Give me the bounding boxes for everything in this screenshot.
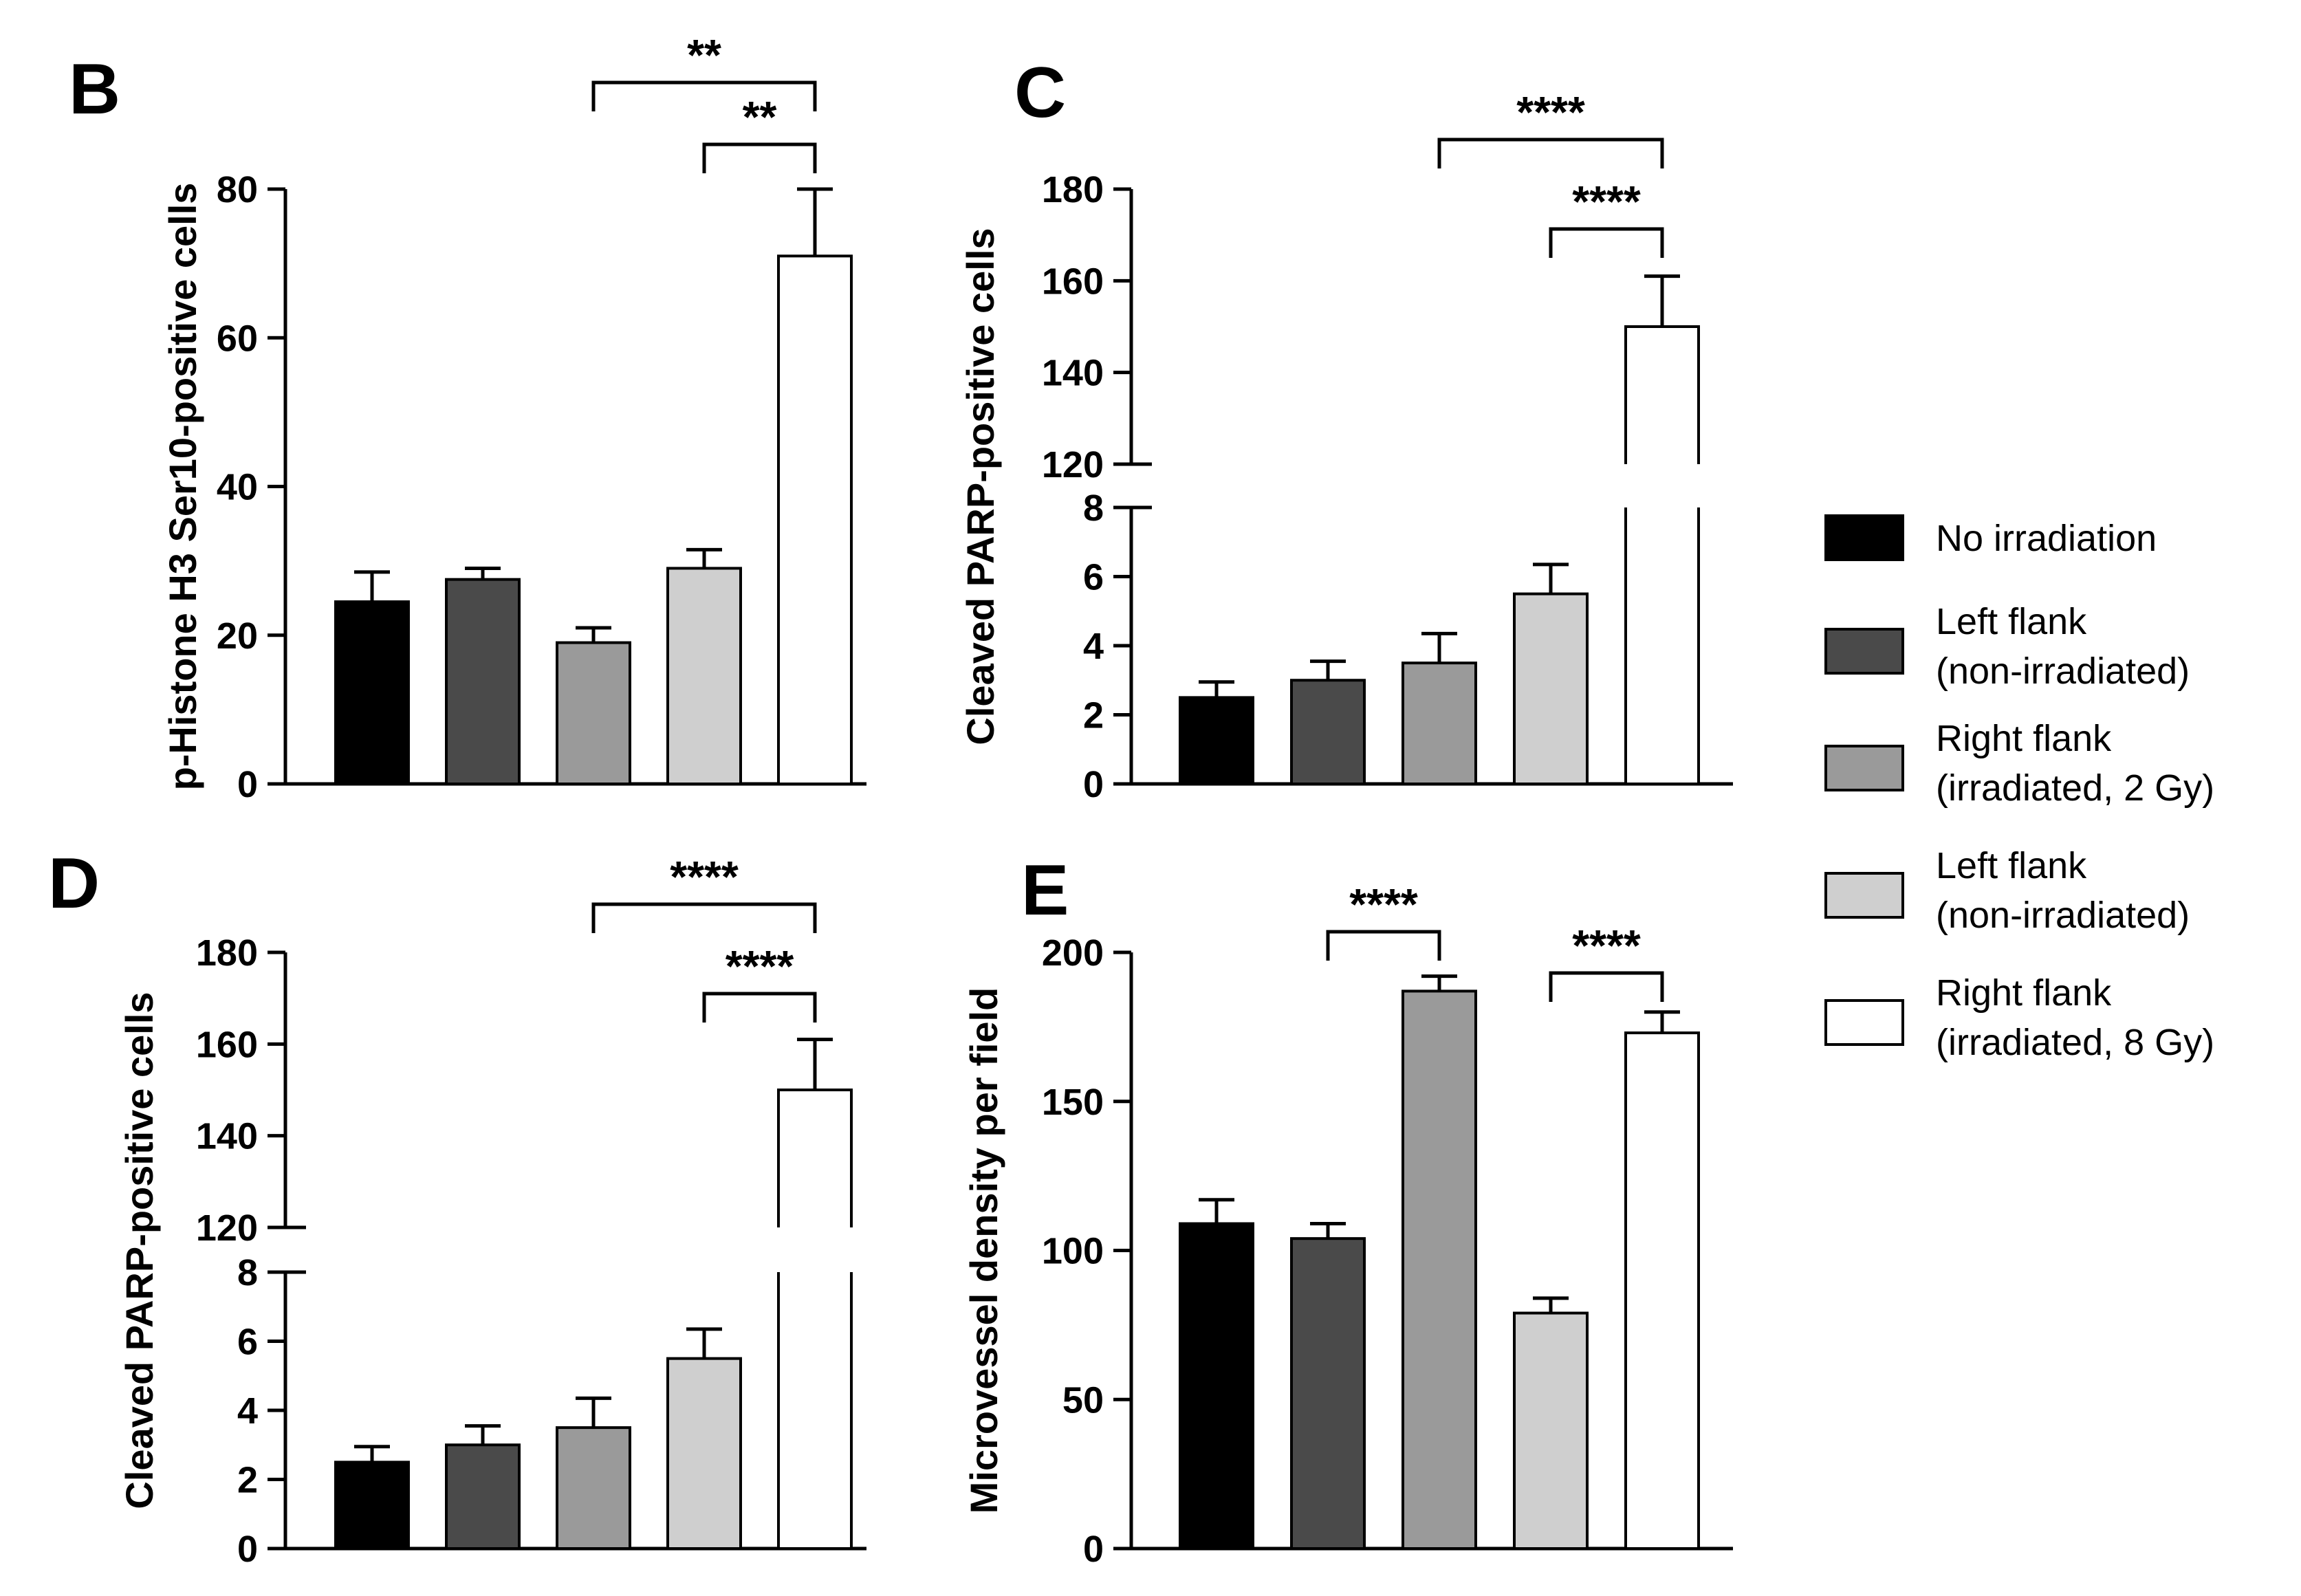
- bar: [445, 578, 521, 785]
- y-tick-label: 2: [1083, 695, 1104, 736]
- y-axis-label: p-Histone H3 Ser10-positive cells: [161, 183, 204, 791]
- panel-letter-c: C: [1014, 53, 1066, 133]
- y-tick-label: 2: [237, 1460, 258, 1501]
- significance-bracket: [1326, 930, 1441, 961]
- panel-letter-e: E: [1021, 851, 1069, 930]
- legend-label: (non-irradiated): [1936, 895, 2190, 936]
- bar: [556, 1426, 631, 1550]
- y-tick-label: 0: [1083, 764, 1104, 805]
- significance-label: ****: [670, 852, 739, 901]
- y-tick-label: 140: [196, 1116, 258, 1157]
- bar: [334, 1461, 410, 1550]
- y-tick-label: 4: [1083, 626, 1104, 667]
- y-tick-label: 0: [237, 764, 258, 805]
- significance-label: ****: [726, 941, 794, 991]
- y-tick-label: 80: [217, 169, 258, 210]
- significance-bracket: [1549, 971, 1664, 1002]
- y-tick-label: 0: [237, 1529, 258, 1570]
- significance-label: ****: [1572, 921, 1641, 970]
- legend-label: Right flank: [1936, 972, 2112, 1014]
- y-tick-label: 100: [1042, 1231, 1104, 1272]
- bar: [1624, 507, 1700, 785]
- legend-label: (irradiated, 2 Gy): [1936, 767, 2214, 809]
- panel-e: E 0 50 100 150 200 Microvessel density per fie…: [962, 851, 1733, 1570]
- y-tick-label: 8: [237, 1252, 258, 1293]
- bar: [777, 254, 853, 785]
- legend-swatch: [1824, 872, 1904, 919]
- significance-label: **: [687, 30, 721, 80]
- legend-label: Right flank: [1936, 718, 2112, 759]
- significance-bracket: [702, 142, 817, 173]
- legend-label: (non-irradiated): [1936, 651, 2190, 692]
- y-tick-label: 60: [217, 318, 258, 359]
- legend-swatch: [1824, 628, 1904, 675]
- legend-label: Left flank: [1936, 601, 2087, 642]
- bar: [1513, 592, 1589, 785]
- panel-d: D 120 140 160 180 0 2 4 6 8 Cleaved PARP-positive …: [48, 844, 866, 1570]
- bar: [556, 641, 631, 785]
- y-tick-label: 160: [196, 1024, 258, 1065]
- y-tick-label: 6: [1083, 557, 1104, 598]
- y-tick-label: 160: [1042, 261, 1104, 302]
- bar: [1624, 1031, 1700, 1551]
- y-tick-label: 140: [1042, 353, 1104, 394]
- y-axis-label: Microvessel density per field: [962, 987, 1005, 1514]
- y-tick-label: 8: [1083, 488, 1104, 529]
- y-tick-label: 6: [237, 1322, 258, 1363]
- legend-label: (irradiated, 8 Gy): [1936, 1022, 2214, 1063]
- bar: [1402, 662, 1477, 785]
- bar: [1290, 1237, 1366, 1551]
- y-tick-label: 200: [1042, 932, 1104, 974]
- legend-swatch: [1824, 745, 1904, 791]
- y-tick-label: 50: [1062, 1379, 1104, 1421]
- bar: [777, 1089, 853, 1227]
- legend-swatch: [1824, 999, 1904, 1046]
- bar: [445, 1443, 521, 1550]
- y-tick-label: 4: [237, 1390, 258, 1432]
- bar: [1513, 1311, 1589, 1551]
- y-tick-label: 120: [196, 1207, 258, 1249]
- panel-letter-b: B: [69, 50, 120, 129]
- significance-bracket: [1549, 227, 1664, 258]
- y-tick-label: 40: [217, 467, 258, 508]
- panel-c: C 120 140 160 180 0 2 4 6 8 Cleaved PARP-positive …: [959, 53, 1733, 805]
- significance-bracket: [702, 992, 817, 1023]
- bar: [1179, 1222, 1254, 1550]
- bar: [1624, 325, 1700, 464]
- legend-label: No irradiation: [1936, 518, 2157, 559]
- legend: No irradiation Left flank (non-irradiated)…: [1824, 514, 2214, 1063]
- y-tick-label: 180: [196, 932, 258, 974]
- bar: [1179, 696, 1254, 785]
- significance-label: **: [743, 92, 777, 142]
- panel-b: B 0 20 40 60 80 p-Histone H3 Ser10-positive ce…: [69, 30, 866, 805]
- significance-label: ****: [1349, 879, 1418, 929]
- y-tick-label: 120: [1042, 444, 1104, 485]
- y-tick-label: 0: [1083, 1529, 1104, 1570]
- y-tick-label: 20: [217, 615, 258, 657]
- bar: [666, 1357, 742, 1550]
- y-tick-label: 150: [1042, 1082, 1104, 1123]
- significance-bracket: [1437, 138, 1664, 168]
- bar: [1402, 990, 1477, 1550]
- bar: [666, 567, 742, 785]
- bar: [1290, 679, 1366, 785]
- y-axis-label: Cleaved PARP-positive cells: [959, 228, 1002, 745]
- bar: [777, 1272, 853, 1550]
- bar: [334, 600, 410, 785]
- y-axis-label: Cleaved PARP-positive cells: [118, 992, 161, 1509]
- significance-label: ****: [1516, 87, 1585, 137]
- significance-bracket: [591, 80, 817, 111]
- legend-swatch: [1824, 514, 1904, 561]
- y-tick-label: 180: [1042, 169, 1104, 210]
- significance-bracket: [591, 902, 817, 933]
- panel-letter-d: D: [48, 844, 100, 923]
- significance-label: ****: [1572, 177, 1641, 226]
- legend-label: Left flank: [1936, 845, 2087, 886]
